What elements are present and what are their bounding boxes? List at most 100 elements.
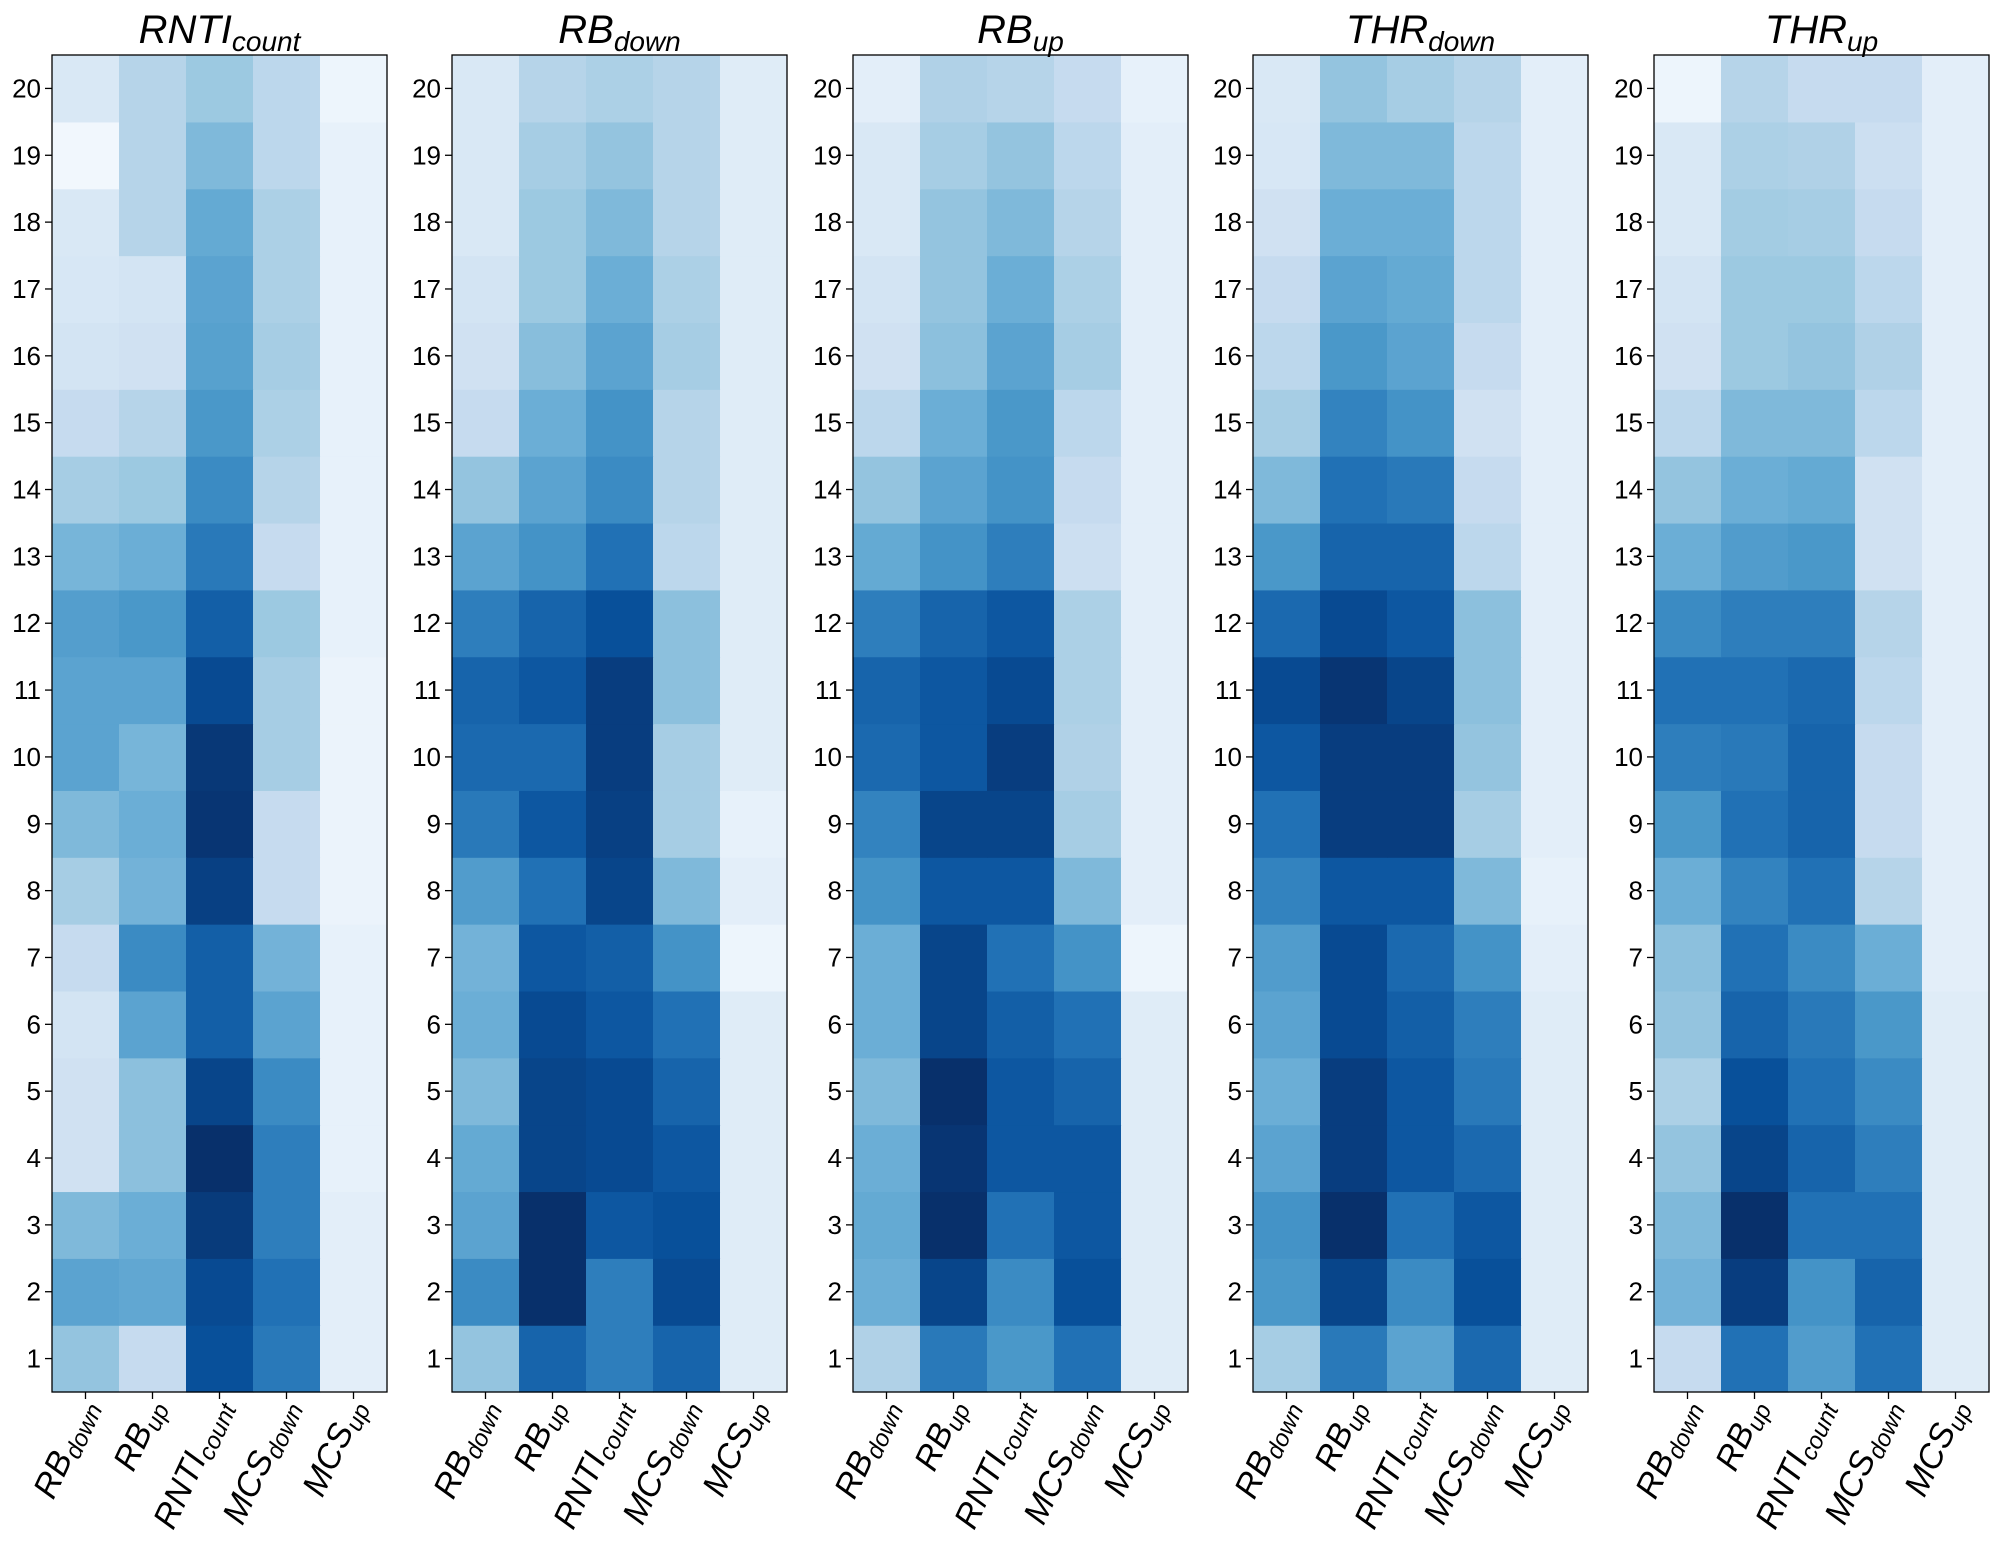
- heatmap-cell: [987, 1057, 1055, 1126]
- heatmap-cell: [119, 589, 187, 658]
- y-tick-label: 16: [813, 341, 842, 371]
- heatmap-cell: [1454, 790, 1522, 858]
- heatmap-cell: [586, 121, 654, 190]
- heatmap-cell: [1788, 456, 1856, 524]
- heatmap-cell: [1454, 121, 1522, 190]
- heatmap-cell: [1654, 1191, 1722, 1259]
- heatmap-cell: [1721, 1325, 1789, 1393]
- heatmap-cell: [653, 790, 721, 858]
- heatmap-cell: [1454, 456, 1522, 524]
- heatmap-cell: [1788, 1258, 1856, 1326]
- heatmap-cell: [320, 456, 388, 524]
- heatmap-cell: [653, 456, 721, 524]
- heatmap-cell: [52, 1124, 120, 1193]
- heatmap-cell: [1320, 1258, 1388, 1326]
- heatmap-cell: [920, 1191, 988, 1259]
- x-tick-label: MCSup: [1897, 1393, 1978, 1503]
- heatmap-cell: [1121, 857, 1189, 925]
- y-tick-label: 17: [1213, 274, 1242, 304]
- heatmap-cell: [253, 255, 321, 323]
- heatmap-cell: [586, 990, 654, 1059]
- heatmap-cell: [987, 924, 1055, 992]
- heatmap-cell: [1721, 1191, 1789, 1259]
- heatmap-cell: [1721, 1057, 1789, 1126]
- heatmap-cell: [1922, 55, 1990, 123]
- heatmap-cell: [1521, 1258, 1589, 1326]
- heatmap-cell: [1788, 1325, 1856, 1393]
- heatmap-cell: [1387, 723, 1455, 791]
- heatmap-cell: [1788, 55, 1856, 123]
- heatmap-cell: [1721, 456, 1789, 524]
- y-tick-label: 7: [1228, 942, 1242, 972]
- y-tick-label: 1: [828, 1344, 842, 1374]
- heatmap-cell: [653, 1057, 721, 1126]
- heatmap-cell: [119, 924, 187, 992]
- heatmap-cell: [1521, 857, 1589, 925]
- heatmap-cell: [987, 456, 1055, 524]
- heatmap-cell: [1855, 456, 1923, 524]
- panel-title: RNTIcount: [139, 8, 302, 57]
- heatmap-cell: [920, 1258, 988, 1326]
- heatmap-cell: [1253, 857, 1321, 925]
- heatmap-cell: [1320, 1191, 1388, 1259]
- heatmap-cell: [853, 1325, 921, 1393]
- heatmap-cell: [1654, 1124, 1722, 1193]
- heatmap-cell: [586, 589, 654, 658]
- heatmap-cell: [1387, 924, 1455, 992]
- y-tick-label: 10: [12, 742, 41, 772]
- heatmap-cell: [320, 389, 388, 457]
- heatmap-cell: [1054, 522, 1122, 591]
- heatmap-cell: [1320, 924, 1388, 992]
- heatmap-cell: [1654, 723, 1722, 791]
- heatmap-cell: [1387, 857, 1455, 925]
- panel-rb-up: 1234567891011121314151617181920RBdownRBu…: [813, 8, 1189, 1534]
- y-tick-label: 17: [412, 274, 441, 304]
- heatmap-cell: [720, 723, 788, 791]
- heatmap-cell: [1855, 1057, 1923, 1126]
- y-tick-label: 19: [813, 140, 842, 170]
- y-tick-label: 9: [427, 809, 441, 839]
- heatmap-cell: [320, 857, 388, 925]
- heatmap-cell: [1121, 656, 1189, 725]
- heatmap-cell: [452, 1124, 520, 1193]
- heatmap-cell: [1253, 990, 1321, 1059]
- heatmap-cell: [452, 1258, 520, 1326]
- heatmap-cell: [1922, 656, 1990, 725]
- y-tick-label: 12: [1213, 608, 1242, 638]
- heatmap-cell: [1721, 1258, 1789, 1326]
- heatmap-cell: [1855, 522, 1923, 591]
- y-tick-label: 19: [1614, 140, 1643, 170]
- heatmap-cell: [1320, 723, 1388, 791]
- heatmap-cell: [1054, 790, 1122, 858]
- heatmap-cell: [987, 723, 1055, 791]
- heatmap-cell: [720, 456, 788, 524]
- y-tick-label: 18: [1614, 207, 1643, 237]
- heatmap-cell: [1521, 121, 1589, 190]
- heatmap-cell: [1521, 1124, 1589, 1193]
- heatmap-cell: [653, 121, 721, 190]
- y-tick-label: 2: [1228, 1277, 1242, 1307]
- y-tick-label: 11: [14, 675, 41, 705]
- heatmap-cell: [253, 121, 321, 190]
- heatmap-cell: [519, 121, 587, 190]
- heatmap-cell: [119, 522, 187, 591]
- heatmap-cell: [452, 656, 520, 725]
- heatmap-cell: [1253, 456, 1321, 524]
- heatmap-cell: [1654, 790, 1722, 858]
- heatmap-cell: [1320, 1057, 1388, 1126]
- heatmap-cell: [1121, 1124, 1189, 1193]
- heatmap-cell: [1054, 589, 1122, 658]
- heatmap-cell: [1121, 55, 1189, 123]
- y-tick-label: 11: [1616, 675, 1643, 705]
- heatmap-cell: [1054, 188, 1122, 257]
- heatmap-cell: [1721, 924, 1789, 992]
- y-tick-label: 2: [1629, 1277, 1643, 1307]
- y-tick-label: 17: [813, 274, 842, 304]
- heatmap-cell: [519, 790, 587, 858]
- heatmap-cell: [1387, 188, 1455, 257]
- heatmap-cell: [987, 656, 1055, 725]
- heatmap-cell: [1253, 188, 1321, 257]
- y-tick-label: 16: [1213, 341, 1242, 371]
- heatmap-cell: [1454, 1325, 1522, 1393]
- heatmap-cell: [1521, 990, 1589, 1059]
